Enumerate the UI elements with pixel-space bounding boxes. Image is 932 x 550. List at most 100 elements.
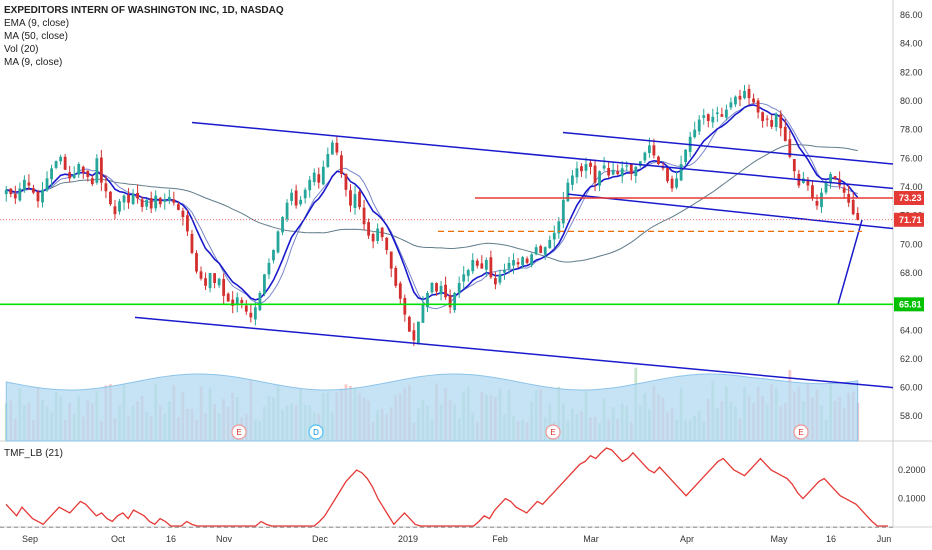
candle-body — [36, 191, 40, 202]
candle-body — [249, 312, 253, 318]
event-marker[interactable] — [545, 424, 561, 440]
candle-body — [675, 178, 678, 188]
candle-body — [516, 262, 520, 265]
candle-body — [584, 164, 588, 171]
time-tick-label: May — [770, 534, 788, 544]
candle-body — [734, 96, 737, 105]
candle-body — [566, 182, 570, 202]
price-tick-label: 82.00 — [900, 67, 923, 77]
candle-body — [765, 118, 769, 120]
candle-body — [507, 262, 511, 269]
candle-body — [634, 166, 638, 177]
candle-body — [27, 182, 31, 186]
chart-title: EXPEDITORS INTERN OF WASHINGTON INC, 1D,… — [4, 5, 284, 16]
candle-body — [113, 206, 117, 215]
candle-body — [475, 260, 479, 266]
price-tick-label: 80.00 — [900, 96, 923, 106]
candle-body — [435, 283, 438, 292]
event-marker[interactable] — [231, 424, 247, 440]
time-tick-label: Dec — [312, 534, 329, 544]
candle-body — [13, 194, 17, 199]
candle-body — [521, 257, 524, 266]
candle-body — [226, 293, 230, 302]
candle-body — [779, 114, 783, 129]
candle-body — [770, 120, 774, 127]
candle-body — [186, 215, 189, 232]
candle-body — [344, 173, 348, 190]
time-tick-label: Apr — [680, 534, 694, 544]
event-marker[interactable] — [308, 424, 324, 440]
indicator-ma9-label[interactable]: MA (9, close) — [4, 57, 63, 68]
candle-body — [118, 201, 121, 212]
candle-body — [290, 192, 294, 201]
candle-body — [462, 274, 466, 282]
candle-body — [299, 199, 303, 205]
candle-body — [72, 174, 76, 179]
candle-body — [503, 270, 506, 273]
candle-body — [806, 179, 810, 186]
indicator-volume-label[interactable]: Vol (20) — [4, 44, 39, 55]
candle-body — [131, 194, 135, 205]
time-tick-label: Sep — [22, 534, 38, 544]
candle-body — [335, 142, 339, 153]
candle-body — [638, 161, 642, 166]
volume-ma-area — [5, 373, 859, 442]
candle-body — [122, 195, 126, 203]
channel-line-bottom[interactable] — [567, 193, 894, 230]
candle-body — [548, 239, 552, 249]
candle-body — [217, 278, 221, 286]
candle-body — [195, 252, 198, 272]
candle-body — [788, 139, 792, 157]
indicator-ma50-label[interactable]: MA (50, close) — [4, 31, 68, 42]
price-tag — [894, 297, 924, 312]
candle-body — [104, 183, 108, 192]
event-marker[interactable] — [793, 424, 809, 440]
candle-body — [317, 174, 321, 183]
candle-body — [140, 199, 144, 208]
candle-body — [281, 217, 284, 233]
candle-body — [625, 165, 629, 167]
trendline-upper[interactable] — [191, 121, 894, 190]
price-tick-label: 84.00 — [900, 39, 923, 49]
trendline-lower[interactable] — [134, 316, 894, 389]
projection-line[interactable] — [837, 219, 863, 305]
tmf-legend[interactable]: TMF_LB (21) — [4, 448, 63, 459]
candle-body — [774, 113, 778, 128]
candle-body — [838, 179, 842, 186]
candle-body — [557, 221, 561, 234]
candle-body — [86, 170, 90, 177]
candle-body — [494, 278, 497, 285]
candle-body — [833, 176, 837, 179]
indicator-ema-label[interactable]: EMA (9, close) — [4, 18, 70, 29]
candle-body — [22, 179, 26, 191]
candle-body — [747, 88, 751, 99]
candle-body — [158, 197, 162, 205]
candle-body — [267, 262, 271, 275]
candle-body — [811, 185, 814, 199]
candle-body — [294, 190, 298, 206]
candle-body — [620, 168, 624, 177]
event-marker-label: E — [550, 428, 555, 437]
candle-body — [824, 182, 828, 193]
candle-body — [756, 100, 760, 113]
candle-body — [498, 274, 502, 283]
candle-body — [99, 157, 103, 183]
candle-body — [109, 191, 112, 205]
candle-body — [77, 164, 81, 175]
candle-body — [340, 155, 343, 175]
time-tick-label: Mar — [583, 534, 599, 544]
candle-body — [711, 116, 715, 123]
candle-body — [204, 278, 207, 286]
candle-body — [154, 195, 158, 209]
candle-body — [552, 232, 556, 240]
price-tick-label: 68.00 — [900, 268, 923, 278]
candle-body — [349, 190, 352, 206]
candle-body — [330, 142, 334, 155]
candle-body — [616, 171, 620, 175]
candle-body — [199, 271, 203, 279]
candle-body — [371, 234, 375, 242]
candle-body — [598, 171, 601, 186]
channel-line-top[interactable] — [562, 131, 894, 165]
candle-body — [321, 166, 325, 185]
